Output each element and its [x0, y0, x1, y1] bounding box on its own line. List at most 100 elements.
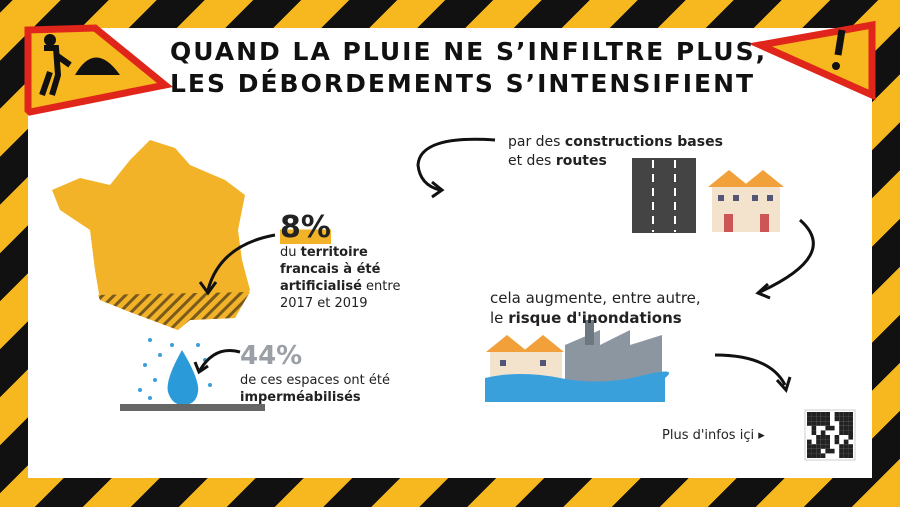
qr-module: [843, 453, 849, 458]
stat-line: du territoire: [280, 244, 400, 261]
ground: [120, 404, 265, 411]
qr-module: [848, 425, 853, 431]
stat-value: 44%: [240, 341, 303, 371]
title-line: LES DÉBORDEMENTS S’INTENSIFIENT: [170, 69, 756, 98]
stat-line: artificialisé entre: [280, 278, 400, 295]
qr-module: [839, 421, 844, 426]
text: par des: [508, 134, 561, 150]
qr-module: [848, 444, 853, 449]
qr-module: [811, 416, 817, 422]
qr-module: [843, 425, 849, 431]
stat-line: francais à été: [280, 262, 381, 277]
hatched-area: [98, 292, 250, 330]
text: territoire: [300, 245, 368, 260]
qr-module: [816, 439, 821, 445]
qr-module: [848, 435, 853, 440]
qr-module: [820, 430, 826, 435]
qr-module: [816, 412, 821, 417]
qr-module: [825, 412, 830, 417]
qr-module: [825, 425, 830, 431]
title: QUAND LA PLUIE NE S’INFILTRE PLUS, LES D…: [170, 36, 767, 100]
qr-module: [816, 448, 821, 454]
stat-value: 8%: [280, 210, 331, 245]
qr-module: [839, 425, 844, 431]
qr-module: [839, 430, 844, 435]
qr-module: [811, 448, 817, 454]
qr-module: [807, 416, 812, 422]
text: routes: [555, 153, 607, 169]
qr-module: [843, 430, 849, 435]
qr-module: [830, 425, 835, 431]
qr-module: [807, 444, 812, 449]
qr-module: [839, 444, 844, 449]
qr-module: [843, 444, 849, 449]
qr-module: [820, 421, 826, 426]
cause: par des constructions bases et des route…: [508, 133, 723, 171]
qr-module: [843, 412, 849, 417]
qr-code[interactable]: [804, 409, 856, 461]
qr-module: [839, 416, 844, 422]
stat-impermeable: 44% de ces espaces ont été imperméabilis…: [240, 340, 390, 406]
warning-sign-left: [24, 24, 173, 116]
stat-line: de ces espaces ont été: [240, 373, 390, 388]
qr-module: [825, 435, 830, 440]
text: entre: [366, 279, 401, 294]
qr-module: [811, 421, 817, 426]
qr-module: [816, 444, 821, 449]
qr-module: [825, 444, 830, 449]
stat-line: imperméabilisés: [240, 390, 361, 405]
qr-module: [820, 416, 826, 422]
qr-module: [807, 439, 812, 445]
qr-module: [843, 421, 849, 426]
qr-module: [830, 448, 835, 454]
qr-module: [811, 412, 817, 417]
text: du: [280, 245, 297, 260]
consequence: cela augmente, entre autre, le risque d'…: [490, 288, 701, 328]
qr-module: [820, 435, 826, 440]
qr-module: [848, 453, 853, 458]
water-drop: [167, 350, 199, 405]
title-line: QUAND LA PLUIE NE S’INFILTRE PLUS,: [170, 37, 768, 66]
qr-module: [825, 416, 830, 422]
qr-module: [834, 416, 840, 422]
qr-module: [807, 412, 812, 417]
text: le: [490, 309, 504, 327]
qr-module: [811, 444, 817, 449]
stat-line: 2017 et 2019: [280, 296, 368, 311]
qr-module: [834, 439, 840, 445]
qr-module: [848, 421, 853, 426]
text: artificialisé: [280, 279, 362, 294]
qr-module: [834, 435, 840, 440]
text: risque d'inondations: [508, 309, 682, 327]
stat-territory: 8% du territoire francais à été artifici…: [280, 212, 400, 312]
qr-module: [807, 421, 812, 426]
qr-module: [820, 444, 826, 449]
text: cela augmente, entre autre,: [490, 289, 701, 307]
qr-module: [820, 412, 826, 417]
qr-module: [834, 412, 840, 417]
qr-module: [848, 412, 853, 417]
qr-module: [811, 425, 817, 431]
qr-module: [848, 448, 853, 454]
qr-module: [839, 453, 844, 458]
warning-sign-right: [748, 20, 876, 101]
qr-module: [843, 416, 849, 422]
qr-module: [820, 439, 826, 445]
arrows: [193, 137, 815, 393]
qr-module: [848, 430, 853, 435]
qr-module: [816, 416, 821, 422]
qr-module: [848, 416, 853, 422]
qr-module: [816, 453, 821, 458]
qr-module: [811, 453, 817, 458]
qr-module: [820, 453, 826, 458]
qr-module: [807, 453, 812, 458]
qr-module: [839, 448, 844, 454]
road: [632, 158, 696, 233]
qr-module: [843, 439, 849, 445]
qr-module: [825, 439, 830, 445]
qr-module: [843, 448, 849, 454]
text: et des: [508, 153, 552, 169]
info-link[interactable]: Plus d'infos içi ▸: [662, 428, 765, 443]
